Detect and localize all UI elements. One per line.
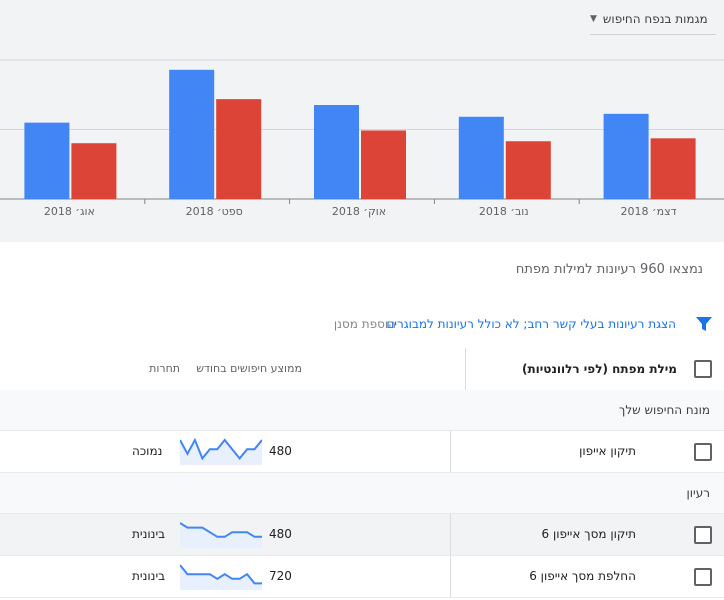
x-tick-label: נוב׳ 2018 xyxy=(479,205,529,218)
bar xyxy=(603,113,649,199)
sparkline-area xyxy=(180,523,262,548)
competition-cell: בינונית xyxy=(132,527,166,541)
bar xyxy=(169,69,215,200)
segment-dropdown[interactable]: מגמות בנפח החיפוש ▼ xyxy=(590,4,716,35)
table-row[interactable]: תיקון אייפון 480 נמוכה xyxy=(0,431,724,473)
sparkline-line xyxy=(180,522,262,538)
row-checkbox[interactable] xyxy=(694,568,712,586)
section-label: מונח החיפוש שלך xyxy=(618,403,710,417)
bar xyxy=(71,143,117,199)
trend-sparkline xyxy=(180,522,262,548)
avg-searches-cell: 480 xyxy=(269,444,292,458)
competition-cell: נמוכה xyxy=(132,444,163,458)
bar xyxy=(505,141,551,199)
bar xyxy=(361,130,406,199)
section-keyword-ideas: רעיון xyxy=(0,473,724,514)
trend-sparkline xyxy=(180,564,262,590)
bar xyxy=(314,105,359,199)
table-header: מילת מפתח (לפי רלוונטיות) ממוצע חיפושים … xyxy=(0,348,724,392)
sparkline-area xyxy=(180,440,262,465)
column-header-competition[interactable]: תחרות xyxy=(149,362,180,375)
column-divider xyxy=(465,348,466,390)
results-count-bar: נמצאו 960 רעיונות למילות מפתח xyxy=(0,242,724,301)
x-tick-label: ספט׳ 2018 xyxy=(186,205,243,218)
add-filter-button[interactable]: הוספת מסנן xyxy=(333,317,396,331)
keyword-cell: תיקון מסך אייפון 6 xyxy=(541,527,636,541)
keyword-cell: תיקון אייפון xyxy=(579,444,636,458)
table-row[interactable]: החלפת מסך אייפון 6 720 בינונית xyxy=(0,556,724,598)
column-divider xyxy=(450,514,451,555)
section-label: רעיון xyxy=(686,486,710,500)
avg-searches-cell: 480 xyxy=(269,527,292,541)
bar xyxy=(650,138,696,199)
segment-dropdown-label: מגמות בנפח החיפוש xyxy=(602,12,708,26)
funnel-icon[interactable] xyxy=(696,316,712,332)
row-checkbox[interactable] xyxy=(694,443,712,461)
x-tick-label: אוג׳ 2018 xyxy=(44,205,95,218)
competition-cell: בינונית xyxy=(132,569,166,583)
sparkline-line xyxy=(180,564,262,585)
search-volume-chart: אוג׳ 2018 ספט׳ 2018 אוק׳ 2018 נוב׳ 2018 דצמ׳… xyxy=(0,59,724,218)
x-tick-label: אוק׳ 2018 xyxy=(332,205,386,218)
x-tick-label: דצמ׳ 2018 xyxy=(621,205,677,218)
select-all-checkbox[interactable] xyxy=(694,360,712,378)
row-checkbox[interactable] xyxy=(694,526,712,544)
avg-searches-cell: 720 xyxy=(269,569,292,583)
bar xyxy=(216,99,262,199)
bar xyxy=(24,122,70,199)
column-divider xyxy=(450,431,451,472)
results-count: נמצאו 960 רעיונות למילות מפתח xyxy=(515,262,703,277)
filter-bar: הצגת רעיונות בעלי קשר רחב; לא כולל רעיונ… xyxy=(0,300,724,349)
column-divider xyxy=(450,556,451,597)
trend-sparkline xyxy=(180,438,262,465)
table-row[interactable]: תיקון מסך אייפון 6 480 בינונית xyxy=(0,514,724,556)
search-volume-chart-panel: אוג׳ 2018 ספט׳ 2018 אוק׳ 2018 נוב׳ 2018 דצמ׳… xyxy=(0,0,724,242)
broad-ideas-link[interactable]: הצגת רעיונות בעלי קשר רחב; לא כולל רעיונ… xyxy=(386,317,676,331)
column-header-keyword[interactable]: מילת מפתח (לפי רלוונטיות) xyxy=(521,362,677,376)
column-header-avg-searches[interactable]: ממוצע חיפושים בחודש xyxy=(196,362,302,375)
sparkline-line xyxy=(180,438,262,461)
chevron-down-icon: ▼ xyxy=(590,14,597,24)
bar xyxy=(458,116,504,199)
keyword-cell: החלפת מסך אייפון 6 xyxy=(529,569,636,583)
section-provided-keywords: מונח החיפוש שלך xyxy=(0,390,724,431)
